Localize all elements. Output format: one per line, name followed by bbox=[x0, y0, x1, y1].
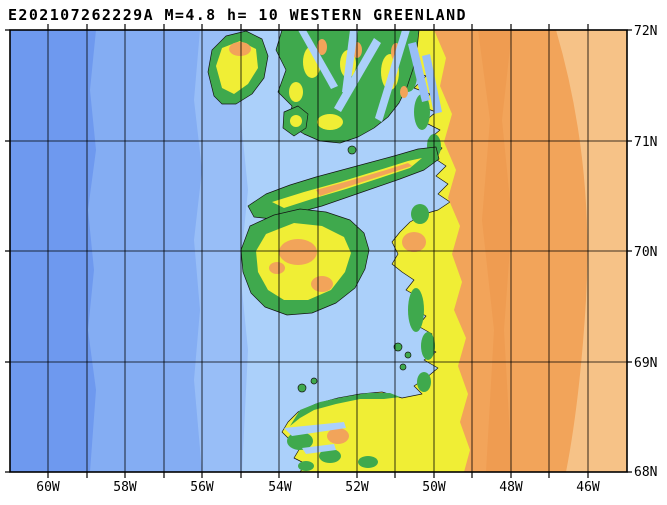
disko-island bbox=[240, 208, 370, 316]
top-axis-ticks bbox=[47, 24, 589, 30]
terrain-yellow-patch bbox=[317, 114, 343, 130]
southern-fjord bbox=[284, 422, 346, 454]
elevation-orange-patch bbox=[400, 86, 408, 98]
coastal-fjords bbox=[408, 42, 442, 114]
lat-label-72n: 72N bbox=[634, 24, 657, 39]
islet bbox=[399, 363, 407, 371]
lat-label-70n: 70N bbox=[634, 245, 657, 260]
terrain-green-patch bbox=[411, 204, 429, 224]
elevation-orange-patch bbox=[317, 39, 327, 55]
lon-label-50w: 50W bbox=[422, 480, 446, 495]
terrain-yellow-patch bbox=[290, 115, 302, 127]
fjord-islet bbox=[347, 145, 357, 155]
terrain-yellow-patch bbox=[289, 82, 303, 102]
islet bbox=[297, 383, 307, 393]
elevation-orange-patch bbox=[327, 428, 349, 444]
lon-label-56w: 56W bbox=[190, 480, 214, 495]
islet bbox=[404, 351, 412, 359]
terrain-yellow-patch bbox=[216, 41, 258, 94]
plot-title: E202107262229A M=4.8 h= 10 WESTERN GREEN… bbox=[8, 6, 467, 24]
elevation-orange-patch bbox=[311, 276, 333, 292]
lat-label-71n: 71N bbox=[634, 135, 657, 150]
elevation-orange-patch bbox=[402, 232, 426, 252]
lon-label-52w: 52W bbox=[345, 480, 369, 495]
offshore-islets bbox=[297, 342, 412, 393]
elevation-orange-patch bbox=[279, 239, 317, 265]
lat-label-68n: 68N bbox=[634, 465, 657, 480]
small-island bbox=[282, 105, 309, 137]
lon-label-60w: 60W bbox=[36, 480, 60, 495]
terrain-green-patch bbox=[287, 432, 313, 450]
lat-axis-labels: 72N 71N 70N 69N 68N bbox=[634, 24, 657, 480]
lon-axis-labels: 60W 58W 56W 54W 52W 50W 48W 46W bbox=[36, 480, 600, 495]
fjord bbox=[302, 444, 336, 454]
fjord bbox=[408, 42, 430, 102]
terrain-green-patch bbox=[417, 372, 431, 392]
nuussuaq-peninsula bbox=[247, 146, 440, 220]
lon-label-54w: 54W bbox=[268, 480, 292, 495]
northern-archipelago bbox=[275, 30, 420, 144]
elevation-orange-patch bbox=[229, 42, 251, 56]
lon-label-46w: 46W bbox=[576, 480, 600, 495]
right-axis-ticks bbox=[627, 29, 632, 473]
graticule-parallels bbox=[10, 140, 627, 363]
northern-island bbox=[207, 30, 269, 105]
fjord bbox=[342, 30, 358, 94]
elevation-orange-patch bbox=[269, 262, 285, 274]
graticule bbox=[10, 30, 627, 472]
fjord bbox=[334, 38, 381, 112]
terrain-green-patch bbox=[421, 332, 435, 360]
terrain-green-patch bbox=[414, 94, 430, 130]
lon-label-48w: 48W bbox=[499, 480, 523, 495]
fjord bbox=[375, 30, 410, 122]
left-axis-ticks bbox=[5, 29, 10, 473]
lat-label-69n: 69N bbox=[634, 356, 657, 371]
terrain-green-patch bbox=[298, 461, 314, 471]
fjord bbox=[422, 54, 442, 114]
lon-label-58w: 58W bbox=[113, 480, 137, 495]
terrain-green-patch bbox=[319, 449, 341, 463]
terrain-green-patch bbox=[408, 288, 424, 332]
islet bbox=[393, 342, 403, 352]
bottom-axis-ticks bbox=[47, 472, 589, 478]
elevation-orange-patch bbox=[316, 163, 412, 196]
terrain-green-patch bbox=[358, 456, 378, 468]
terrain-green-patch bbox=[290, 393, 400, 426]
islet bbox=[310, 377, 318, 385]
axis-ticks bbox=[5, 24, 632, 478]
fjord bbox=[284, 422, 346, 436]
